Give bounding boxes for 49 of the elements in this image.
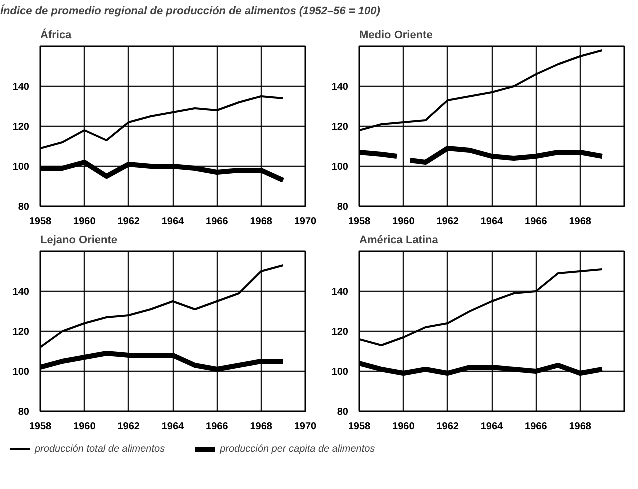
x-tick-label: 1966 xyxy=(206,216,229,228)
y-tick-label: 80 xyxy=(18,202,30,213)
x-tick-label: 1968 xyxy=(250,216,273,228)
x-tick-label: 1962 xyxy=(436,216,460,228)
chart-subtitle: África xyxy=(40,28,73,42)
x-tick-label: 1966 xyxy=(206,422,229,432)
x-tick-label: 1964 xyxy=(162,216,185,228)
x-tick-label: 1968 xyxy=(250,422,273,432)
x-tick-label: 1958 xyxy=(29,216,52,228)
y-tick-label: 100 xyxy=(332,367,349,378)
chart-subtitle: Lejano Oriente xyxy=(40,234,118,246)
x-tick-label: 1964 xyxy=(480,422,504,432)
legend-label: producción total de alimentos xyxy=(35,444,166,454)
x-tick-label: 1960 xyxy=(74,216,96,228)
x-tick-label: 1962 xyxy=(436,422,460,432)
y-tick-label: 120 xyxy=(12,327,30,338)
chart-title: Índice de promedio regional de producción de alimentos (1952–56 = 100) xyxy=(0,4,381,18)
y-tick-label: 140 xyxy=(332,82,349,93)
x-tick-label: 1968 xyxy=(569,216,592,228)
x-tick-label: 1960 xyxy=(74,422,96,432)
x-tick-label: 1958 xyxy=(348,216,372,228)
x-tick-label: 1960 xyxy=(392,216,416,228)
x-tick-label: 1966 xyxy=(525,422,548,432)
legend-label: producción per capita de alimentos xyxy=(220,444,376,454)
y-tick-label: 100 xyxy=(12,367,30,378)
y-tick-label: 80 xyxy=(337,407,349,418)
x-tick-label: 1964 xyxy=(480,216,504,228)
y-tick-label: 100 xyxy=(12,162,30,173)
y-tick-label: 120 xyxy=(12,122,30,133)
x-tick-label: 1964 xyxy=(162,422,185,432)
y-tick-label: 120 xyxy=(332,122,349,133)
x-tick-label: 1962 xyxy=(118,216,140,228)
x-tick-label: 1962 xyxy=(118,422,140,432)
y-tick-label: 100 xyxy=(332,162,349,173)
x-tick-label: 1968 xyxy=(569,422,592,432)
x-tick-label: 1958 xyxy=(29,422,52,432)
y-tick-label: 80 xyxy=(18,407,30,418)
y-tick-label: 140 xyxy=(12,82,30,93)
x-tick-label: 1970 xyxy=(294,422,318,432)
y-tick-label: 120 xyxy=(332,327,349,338)
chart-subtitle: América Latina xyxy=(360,234,440,246)
x-tick-label: 1958 xyxy=(348,422,372,432)
y-tick-label: 140 xyxy=(12,287,30,298)
y-tick-label: 80 xyxy=(337,202,349,213)
x-tick-label: 1960 xyxy=(392,422,416,432)
y-tick-label: 140 xyxy=(332,287,349,298)
chart-subtitle: Medio Oriente xyxy=(360,30,433,42)
x-tick-label: 1970 xyxy=(294,216,318,228)
x-tick-label: 1966 xyxy=(525,216,548,228)
